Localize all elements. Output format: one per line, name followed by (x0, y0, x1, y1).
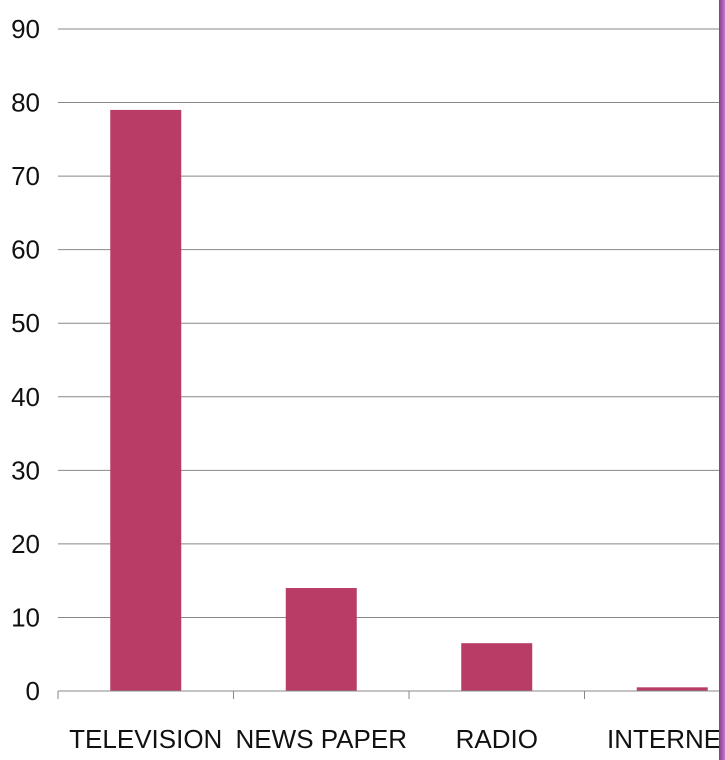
y-tick-label: 90 (11, 14, 40, 44)
y-tick-label: 10 (11, 602, 40, 632)
bars (110, 109, 708, 691)
y-tick-label: 40 (11, 382, 40, 412)
right-edge-accent (719, 0, 725, 760)
y-tick-label: 20 (11, 529, 40, 559)
y-axis-tick-labels: 0 10 20 30 40 50 60 70 80 90 (11, 14, 40, 706)
x-category-label: TELEVISION (69, 724, 222, 754)
y-tick-label: 80 (11, 88, 40, 118)
y-tick-label: 60 (11, 235, 40, 265)
bar-television (110, 109, 182, 691)
x-axis (57, 690, 720, 699)
x-category-label: RADIO (456, 724, 538, 754)
y-tick-label: 30 (11, 455, 40, 485)
x-category-label: NEWS PAPER (236, 724, 407, 754)
bar-radio (461, 643, 533, 691)
x-category-label: INTERNET (607, 724, 725, 754)
y-tick-label: 50 (11, 308, 40, 338)
y-tick-label: 70 (11, 161, 40, 191)
bar-internet (636, 687, 708, 691)
y-tick-label: 0 (26, 676, 40, 706)
bar-news-paper (285, 588, 357, 691)
x-axis-category-labels: TELEVISION NEWS PAPER RADIO INTERNET (69, 724, 725, 754)
